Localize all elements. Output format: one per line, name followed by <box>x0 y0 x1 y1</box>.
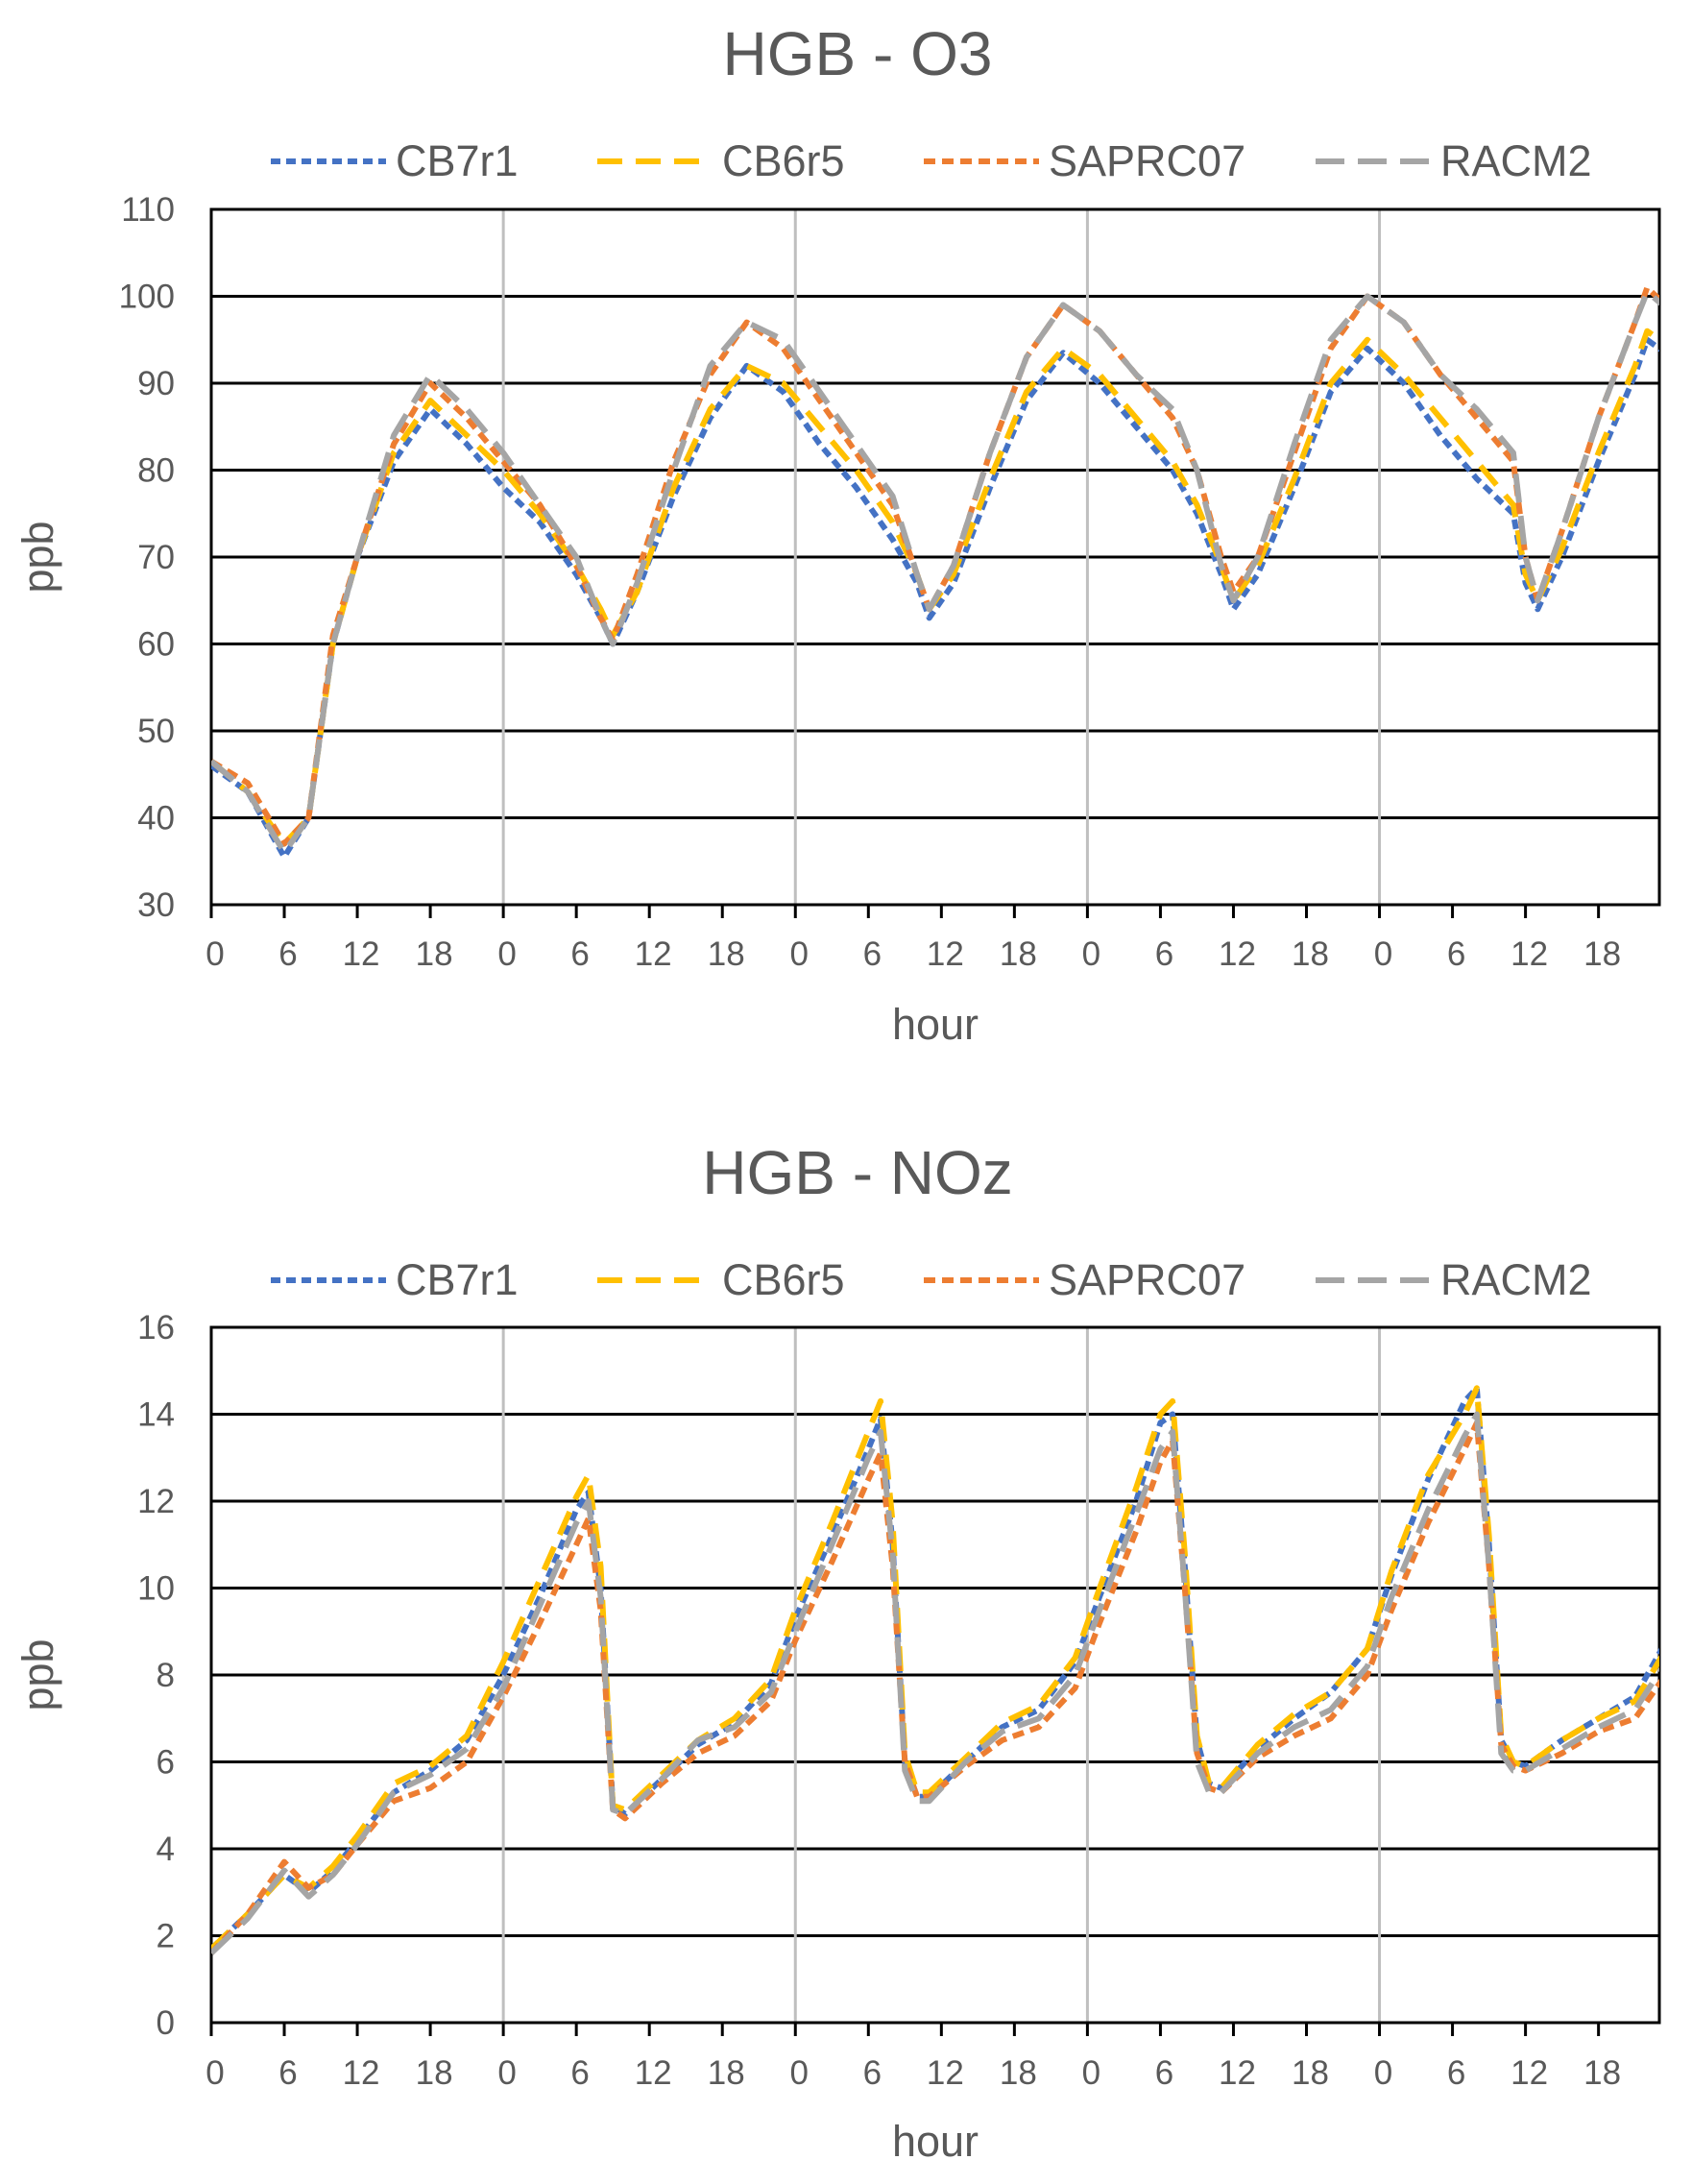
x-tick-label: 6 <box>570 935 589 973</box>
x-axis-label: hour <box>892 2117 979 2166</box>
x-tick-label: 12 <box>927 935 964 973</box>
x-tick-label: 18 <box>708 935 745 973</box>
legend-label: CB7r1 <box>396 136 519 185</box>
y-tick-label: 110 <box>121 191 175 229</box>
x-tick-label: 18 <box>1292 2054 1329 2092</box>
y-tick-label: 0 <box>157 2004 175 2042</box>
x-tick-label: 12 <box>1219 2054 1256 2092</box>
x-tick-label: 12 <box>927 2054 964 2092</box>
x-tick-label: 0 <box>1374 935 1392 973</box>
noz-chart: HGB - NOz CB7r1 CB6r5 SAPRC07 RACM2 0 2 4 6 8 10 12… <box>13 1138 1661 2166</box>
y-tick-label: 70 <box>137 539 175 576</box>
x-tick-label: 18 <box>416 2054 453 2092</box>
legend-label: RACM2 <box>1440 136 1592 185</box>
y-tick-label: 16 <box>137 1309 175 1347</box>
legend-label: RACM2 <box>1440 1255 1592 1304</box>
x-tick-label: 0 <box>205 2054 224 2092</box>
x-tick-label: 18 <box>1583 935 1621 973</box>
legend-label: SAPRC07 <box>1049 136 1245 185</box>
x-tick-label: 6 <box>278 935 297 973</box>
series-line-cb6r5 <box>211 1385 1659 1952</box>
plot-frame <box>209 1325 1661 2025</box>
x-tick-label: 6 <box>863 2054 882 2092</box>
series-line-saprc07 <box>211 284 1659 847</box>
x-tick-label: 0 <box>790 935 809 973</box>
x-tick-label: 18 <box>708 2054 745 2092</box>
y-tick-label: 100 <box>119 279 175 316</box>
y-tick-label: 40 <box>137 800 175 837</box>
x-tick-label: 0 <box>790 2054 809 2092</box>
legend-item-racm2: RACM2 <box>1316 1255 1592 1304</box>
x-tick-label: 18 <box>416 935 453 973</box>
x-tick-label: 12 <box>1511 935 1548 973</box>
x-tick-label: 0 <box>205 935 224 973</box>
x-tick-label: 6 <box>1447 2054 1465 2092</box>
legend-label: CB6r5 <box>722 1255 845 1304</box>
x-tick-label: 18 <box>1292 935 1329 973</box>
x-tick-label: 6 <box>570 2054 589 2092</box>
legend-label: CB7r1 <box>396 1255 519 1304</box>
y-tick-label: 90 <box>137 365 175 402</box>
chart-title: HGB - NOz <box>702 1138 1013 1207</box>
chart-title: HGB - O3 <box>723 19 993 88</box>
y-tick-label: 80 <box>137 452 175 490</box>
y-tick-label: 12 <box>137 1483 175 1520</box>
x-tick-label: 18 <box>1583 2054 1621 2092</box>
legend-item-saprc07: SAPRC07 <box>924 1255 1245 1304</box>
series-line-cb6r5 <box>211 328 1659 847</box>
x-tick-label: 12 <box>1219 935 1256 973</box>
x-tick-label: 6 <box>863 935 882 973</box>
y-tick-label: 6 <box>157 1744 175 1782</box>
x-tick-label: 6 <box>1155 2054 1173 2092</box>
legend-item-racm2: RACM2 <box>1316 136 1592 185</box>
y-tick-label: 50 <box>137 713 175 750</box>
x-tick-label: 6 <box>1447 935 1465 973</box>
y-tick-label: 2 <box>157 1918 175 1955</box>
x-axis-label: hour <box>892 1000 979 1049</box>
y-tick-label: 8 <box>157 1657 175 1694</box>
legend-item-cb7r1: CB7r1 <box>271 1255 519 1304</box>
x-tick-label: 12 <box>1511 2054 1548 2092</box>
legend-item-cb6r5: CB6r5 <box>597 136 845 185</box>
y-tick-label: 60 <box>137 626 175 664</box>
x-tick-label: 12 <box>343 935 380 973</box>
y-tick-label: 30 <box>137 886 175 924</box>
series-line-cb7r1 <box>211 1385 1659 1952</box>
legend-item-saprc07: SAPRC07 <box>924 136 1245 185</box>
x-tick-label: 6 <box>278 2054 297 2092</box>
x-tick-label: 0 <box>497 2054 516 2092</box>
x-tick-label: 12 <box>635 2054 672 2092</box>
x-tick-label: 12 <box>343 2054 380 2092</box>
x-tick-label: 0 <box>1374 2054 1392 2092</box>
y-tick-label: 14 <box>137 1396 175 1434</box>
series-line-racm2 <box>211 289 1659 856</box>
x-tick-label: 6 <box>1155 935 1173 973</box>
legend-label: CB6r5 <box>722 136 845 185</box>
plot-frame <box>209 207 1661 907</box>
x-tick-label: 18 <box>1000 935 1037 973</box>
legend-item-cb6r5: CB6r5 <box>597 1255 845 1304</box>
legend-label: SAPRC07 <box>1049 1255 1245 1304</box>
series-line-cb7r1 <box>211 336 1659 861</box>
legend-item-cb7r1: CB7r1 <box>271 136 519 185</box>
series-line-saprc07 <box>211 1420 1659 1955</box>
y-axis-label: ppb <box>13 1638 62 1711</box>
series-line-racm2 <box>211 1411 1659 1955</box>
x-tick-label: 18 <box>1000 2054 1037 2092</box>
y-tick-label: 10 <box>137 1570 175 1608</box>
x-tick-label: 0 <box>1082 2054 1100 2092</box>
x-tick-label: 0 <box>497 935 516 973</box>
y-axis-label: ppb <box>13 521 62 593</box>
y-tick-label: 4 <box>157 1831 175 1868</box>
x-tick-label: 0 <box>1082 935 1100 973</box>
x-tick-label: 12 <box>635 935 672 973</box>
